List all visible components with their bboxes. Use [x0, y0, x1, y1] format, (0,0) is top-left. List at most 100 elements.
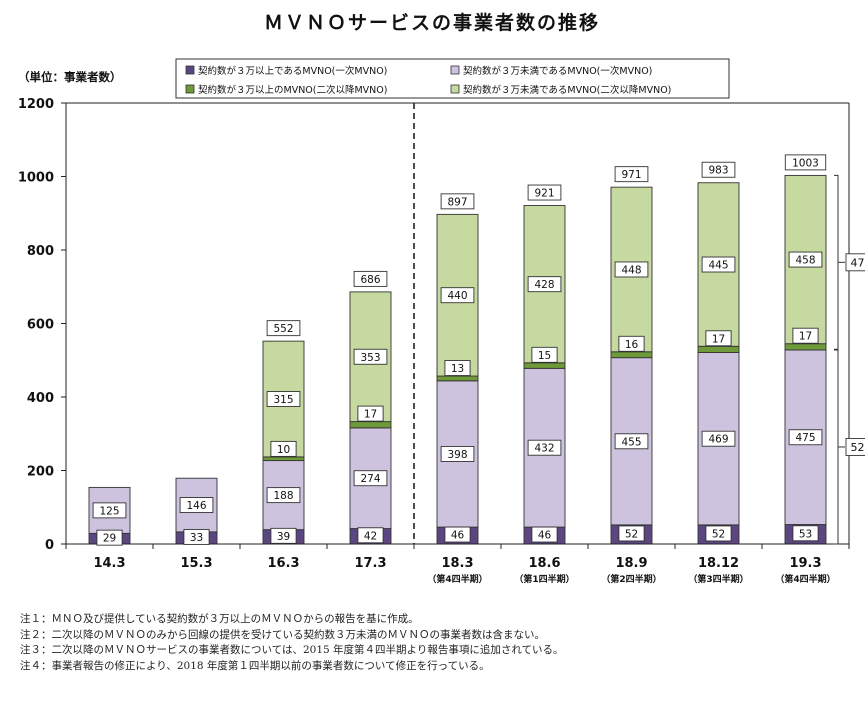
data-label: 475	[795, 432, 815, 444]
data-label-box	[440, 446, 475, 462]
data-label: 46	[538, 530, 552, 542]
x-tick-sublabel: （第4四半期）	[775, 573, 835, 585]
data-label-box	[353, 348, 388, 365]
x-tick-label: 19.3	[789, 556, 821, 571]
data-label-box	[527, 439, 562, 456]
total-label: 1003	[792, 157, 819, 169]
total-label-box	[440, 193, 475, 210]
x-tick-sublabel: （第2四半期）	[601, 573, 661, 585]
data-label: 458	[795, 255, 815, 267]
data-label-box	[701, 430, 736, 447]
y-tick-label: 800	[27, 244, 54, 259]
x-tick-label: 18.6	[528, 556, 560, 571]
data-label: 448	[621, 264, 641, 276]
data-label: 13	[451, 363, 464, 375]
bar-segment	[784, 343, 827, 351]
footnote: 注２：二次以降のＭＶＮＯのみから回線の提供を受けている契約数３万未満のＭＶＮＯの…	[20, 628, 850, 644]
total-label: 552	[273, 323, 293, 335]
footnote: 注１：ＭＮＯ及び提供している契約数が３万以上のＭＶＮＯからの報告を基に作成。	[20, 612, 850, 628]
data-label-box	[353, 470, 388, 487]
total-label-box	[266, 320, 301, 337]
x-tick-sublabel: （第1四半期）	[514, 573, 574, 585]
footnote: 注３：二次以降のＭＶＮＯサービスの事業者数については、2015 年度第４四半期よ…	[20, 643, 850, 659]
data-label: 445	[708, 260, 728, 272]
y-axis: 0 200 400 600 800 1000 1200	[18, 97, 850, 553]
legend-swatch	[185, 65, 195, 75]
annotations: 29 125 33 146 39 188 10 315 552 42 274 17 353 686 46 39…	[92, 103, 865, 546]
data-label-box	[705, 330, 732, 347]
total-label: 983	[708, 165, 728, 177]
x-tick-label: 16.3	[267, 556, 299, 571]
legend-label: 契約数が３万以上のMVNO(二次以降MVNO)	[198, 84, 387, 96]
y-tick-label: 1200	[18, 97, 54, 112]
data-label: 432	[534, 443, 554, 455]
total-label-box	[784, 154, 827, 171]
data-label: 42	[364, 530, 377, 542]
data-label: 15	[538, 350, 551, 362]
data-label: 39	[277, 531, 290, 543]
data-label-box	[618, 525, 645, 542]
stacked-bar-chart: ＭＶＮＯサービスの事業者数の推移 （単位：事業者数） 契約数が３万以上であるMV…	[18, 11, 865, 585]
x-tick-label: 18.9	[615, 556, 647, 571]
data-label: 52	[625, 528, 638, 540]
x-tick-label: 17.3	[354, 556, 386, 571]
data-label: 353	[360, 352, 380, 364]
bar-segment	[610, 351, 653, 359]
data-label: 17	[712, 333, 725, 345]
data-label-box	[357, 405, 384, 422]
data-label: 52	[712, 528, 725, 540]
x-tick-label: 18.3	[441, 556, 473, 571]
x-tick-label: 15.3	[180, 556, 212, 571]
data-label: 428	[534, 279, 554, 291]
data-label: 188	[273, 490, 293, 502]
data-label-box	[531, 526, 558, 543]
bracket-lower-label-box	[845, 438, 865, 456]
data-label-box	[614, 433, 649, 450]
data-label-box	[788, 429, 823, 446]
data-label: 146	[186, 500, 206, 512]
footnote-text: 事業者報告の修正により、2018 年度第１四半期以前の事業者数について修正を行っ…	[51, 659, 490, 672]
data-label: 125	[99, 505, 119, 517]
data-label-box	[614, 261, 649, 278]
total-label: 686	[360, 274, 380, 286]
x-tick-sublabel: （第3四半期）	[688, 573, 748, 585]
x-tick-label: 14.3	[93, 556, 125, 571]
y-axis-unit-label: （単位：事業者数）	[18, 70, 122, 84]
data-label-box	[792, 525, 819, 542]
data-label: 440	[447, 290, 467, 302]
chart-title: ＭＶＮＯサービスの事業者数の推移	[264, 11, 600, 34]
bar-segment	[349, 421, 392, 429]
data-label-box	[792, 327, 819, 344]
data-label: 53	[799, 528, 812, 540]
legend-swatch	[185, 84, 195, 94]
y-tick-label: 400	[27, 391, 54, 406]
data-label-box	[527, 276, 562, 293]
footnote-label: 注２：	[20, 628, 52, 641]
total-label-box	[614, 166, 649, 183]
data-label-box	[444, 526, 471, 543]
data-label-box	[266, 391, 301, 407]
legend-label: 契約数が３万未満であるMVNO(二次以降MVNO)	[463, 84, 671, 96]
data-label-box	[701, 256, 736, 273]
y-tick-label: 200	[27, 465, 54, 480]
data-label: 469	[708, 434, 728, 446]
data-label: 10	[277, 444, 290, 456]
data-label: 46	[451, 530, 465, 542]
bar-series	[88, 174, 827, 545]
bracket-lower-label: 528	[851, 441, 865, 454]
bracket-lower-label-bracket	[834, 349, 839, 545]
bar-segment	[436, 375, 479, 382]
footnote-text: ＭＮＯ及び提供している契約数が３万以上のＭＶＮＯからの報告を基に作成。	[51, 613, 419, 625]
footnotes: 注１：ＭＮＯ及び提供している契約数が３万以上のＭＶＮＯからの報告を基に作成。 注…	[20, 612, 850, 674]
bar-segment	[262, 456, 305, 462]
footnote-label: 注１：	[20, 613, 52, 625]
legend-swatch	[450, 84, 460, 94]
data-label-box	[440, 287, 475, 304]
bar-segment	[697, 345, 740, 353]
data-label-box	[705, 525, 732, 542]
data-label-box	[357, 527, 384, 544]
data-label-box	[179, 497, 214, 513]
legend-label: 契約数が３万以上であるMVNO(一次MVNO)	[198, 65, 387, 77]
y-tick-label: 600	[27, 318, 54, 333]
bracket-upper-label: 475	[851, 256, 865, 269]
